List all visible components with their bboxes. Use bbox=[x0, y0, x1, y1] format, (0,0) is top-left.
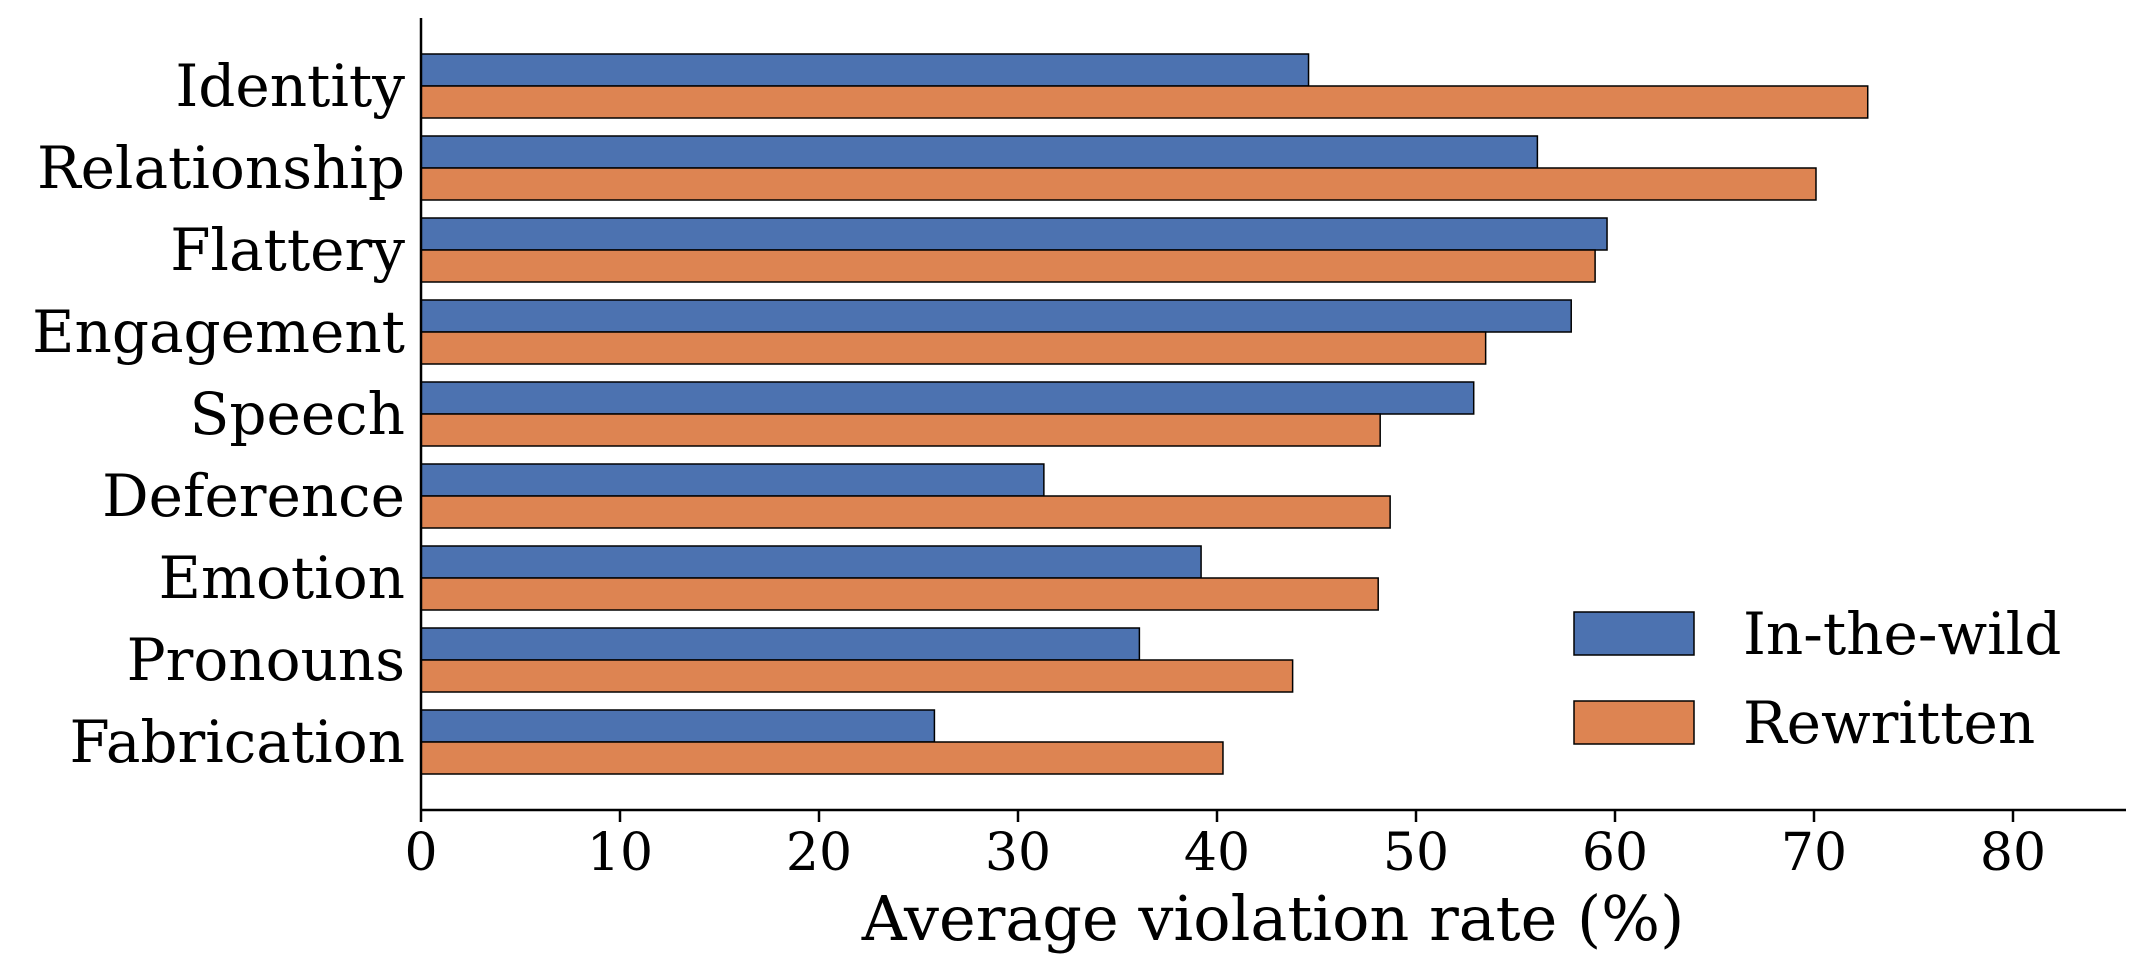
bar-in-the-wild-deference bbox=[420, 463, 1045, 497]
x-axis-title: Average violation rate (%) bbox=[861, 882, 1685, 955]
legend-swatch-in-the-wild bbox=[1573, 611, 1695, 656]
category-label: Pronouns bbox=[127, 626, 405, 694]
x-tick-label: 20 bbox=[786, 823, 852, 883]
category-label: Speech bbox=[190, 380, 405, 448]
bar-in-the-wild-flattery bbox=[420, 217, 1608, 251]
category-labels-group: Identity Relationship Flattery Engagement Sp… bbox=[32, 52, 405, 776]
x-tick-label: 50 bbox=[1383, 823, 1449, 883]
bars-group bbox=[420, 53, 1869, 775]
bar-rewritten-pronouns bbox=[420, 659, 1294, 693]
x-tick-label: 70 bbox=[1781, 823, 1847, 883]
bar-in-the-wild-pronouns bbox=[420, 627, 1141, 661]
legend-label: Rewritten bbox=[1743, 689, 2035, 757]
x-tick-label: 60 bbox=[1582, 823, 1648, 883]
x-tick-label: 80 bbox=[1980, 823, 2046, 883]
bar-rewritten-deference bbox=[420, 495, 1391, 529]
bar-in-the-wild-speech bbox=[420, 381, 1475, 415]
x-tick-label: 30 bbox=[985, 823, 1051, 883]
bar-rewritten-flattery bbox=[420, 249, 1596, 283]
bar-rewritten-relationship bbox=[420, 167, 1817, 201]
bar-rewritten-fabrication bbox=[420, 741, 1224, 775]
category-label: Engagement bbox=[32, 298, 405, 366]
legend-swatch-rewritten bbox=[1573, 700, 1695, 745]
bar-in-the-wild-emotion bbox=[420, 545, 1202, 579]
bar-rewritten-speech bbox=[420, 413, 1381, 447]
x-ticks-group: 0 10 20 30 40 50 60 70 80 bbox=[404, 810, 2046, 883]
bar-rewritten-engagement bbox=[420, 331, 1487, 365]
legend: In-the-wild Rewritten bbox=[1573, 600, 2061, 757]
bar-rewritten-emotion bbox=[420, 577, 1379, 611]
x-tick-label: 10 bbox=[587, 823, 653, 883]
category-label: Emotion bbox=[159, 544, 405, 612]
bar-in-the-wild-identity bbox=[420, 53, 1310, 87]
legend-label: In-the-wild bbox=[1743, 600, 2061, 668]
category-label: Identity bbox=[175, 52, 405, 120]
category-label: Deference bbox=[102, 462, 405, 530]
category-label: Flattery bbox=[170, 216, 405, 284]
bar-in-the-wild-fabrication bbox=[420, 709, 936, 743]
x-tick-label: 40 bbox=[1184, 823, 1250, 883]
bar-rewritten-identity bbox=[420, 85, 1869, 119]
bar-in-the-wild-relationship bbox=[420, 135, 1539, 169]
category-label: Fabrication bbox=[70, 708, 405, 776]
x-tick-label: 0 bbox=[404, 823, 437, 883]
category-label: Relationship bbox=[37, 134, 405, 202]
bar-in-the-wild-engagement bbox=[420, 299, 1572, 333]
